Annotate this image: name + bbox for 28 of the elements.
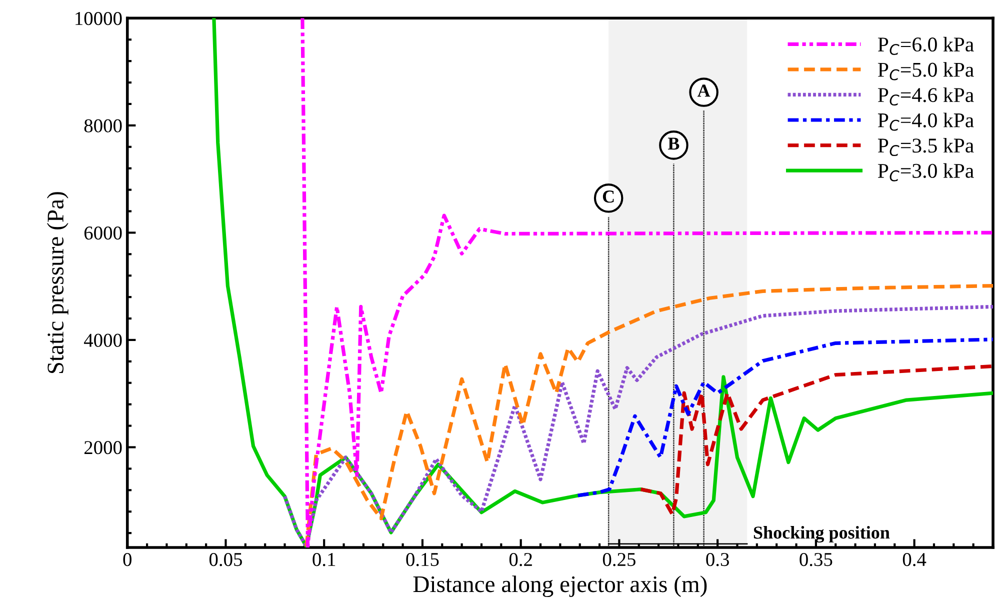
x-axis-title: Distance along ejector axis (m) (413, 576, 707, 598)
x-tick-label: 0.4 (902, 552, 926, 566)
legend-label: P$_{C}$=6.0 kPa (878, 36, 974, 55)
legend-label: P$_{C}$=5.0 kPa (878, 62, 974, 80)
line-series (639, 364, 994, 516)
x-tick-label: 0.35 (800, 552, 832, 566)
legend-label: P$_{C}$=3.0 kPa (878, 163, 974, 182)
x-tick-label: 0.2 (509, 552, 532, 566)
ref-line-label: C (602, 190, 614, 203)
x-tick-label: 0.15 (406, 552, 439, 566)
x-tick-label: 0 (123, 552, 132, 566)
x-tick-label: 0.3 (706, 552, 729, 566)
y-tick-label: 4000 (84, 334, 122, 347)
y-tick-label: 6000 (84, 226, 122, 240)
band-label: Shocking position (754, 526, 890, 543)
line-series (576, 338, 994, 498)
ref-line-label: A (697, 84, 710, 97)
y-tick-label: 8000 (84, 119, 122, 132)
y-axis-title: Static pressure (Pa) (46, 192, 68, 374)
x-tick-label: 0.05 (209, 552, 242, 566)
x-tick-label: 0.25 (602, 552, 636, 566)
x-tick-label: 0.1 (312, 552, 336, 566)
y-tick-label: 2000 (84, 441, 122, 454)
y-tick-label: 10000 (76, 12, 122, 26)
legend-label: P$_{C}$=3.5 kPa (878, 138, 974, 156)
legend-label: P$_{C}$=4.0 kPa (878, 112, 974, 131)
legend-label: P$_{C}$=4.6 kPa (878, 87, 974, 106)
ref-line-label: B (668, 138, 680, 150)
